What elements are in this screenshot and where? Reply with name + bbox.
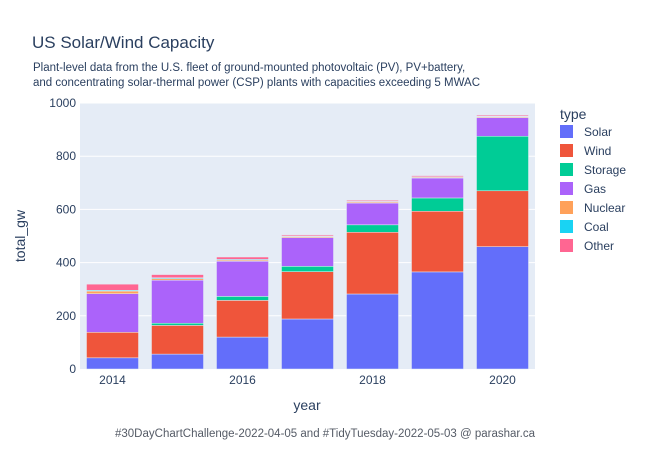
- bar-segment-solar-2017: [281, 318, 334, 370]
- chart-subtitle: Plant-level data from the U.S. fleet of …: [33, 61, 553, 91]
- legend-swatch-wind[interactable]: [560, 144, 573, 157]
- legend-swatch-nuclear[interactable]: [560, 201, 573, 214]
- bar-segment-wind-2017: [281, 271, 334, 320]
- subtitle-line-2: and concentrating solar-thermal power (C…: [33, 77, 480, 89]
- bar-segment-gas-2014: [86, 293, 139, 333]
- subtitle-line-1: Plant-level data from the U.S. fleet of …: [33, 62, 466, 74]
- x-tick-label: 2020: [489, 373, 516, 387]
- legend-label-gas[interactable]: Gas: [584, 182, 606, 196]
- x-tick-label: 2016: [229, 373, 256, 387]
- legend-label-wind[interactable]: Wind: [584, 144, 611, 158]
- bar-segment-other-2016: [216, 256, 269, 260]
- bars: [86, 114, 529, 370]
- x-axis-ticks: 2014 2016 2018 2020: [99, 373, 516, 387]
- chart-title: US Solar/Wind Capacity: [32, 33, 215, 52]
- bar-segment-gas-2016: [216, 261, 269, 297]
- bar-segment-solar-2018: [346, 293, 399, 370]
- y-tick-label: 600: [56, 202, 76, 216]
- bar-segment-solar-2019: [411, 271, 464, 370]
- y-tick-label: 1000: [49, 96, 76, 110]
- bar-segment-other-2014: [86, 283, 139, 291]
- y-tick-label: 400: [56, 256, 76, 270]
- legend-title: type: [560, 106, 587, 122]
- bar-segment-storage-2020: [476, 136, 529, 192]
- legend-swatch-solar[interactable]: [560, 125, 573, 138]
- legend-label-solar[interactable]: Solar: [584, 125, 612, 139]
- y-tick-label: 0: [69, 362, 76, 376]
- bar-segment-other-2019: [411, 175, 464, 177]
- bar-segment-solar-2015: [151, 353, 204, 370]
- bar-segment-gas-2019: [411, 177, 464, 199]
- bar-segment-storage-2018: [346, 224, 399, 233]
- bar-segment-storage-2019: [411, 197, 464, 212]
- y-axis-title: total_gw: [12, 209, 28, 262]
- bar-segment-storage-2017: [281, 266, 334, 272]
- bar-segment-gas-2020: [476, 117, 529, 137]
- y-tick-label: 200: [56, 309, 76, 323]
- bar-segment-other-2018: [346, 200, 399, 202]
- bar-segment-other-2020: [476, 114, 529, 117]
- x-tick-label: 2018: [359, 373, 386, 387]
- bar-segment-solar-2014: [86, 357, 139, 370]
- bar-segment-solar-2020: [476, 246, 529, 370]
- y-tick-label: 800: [56, 149, 76, 163]
- bar-segment-other-2015: [151, 274, 204, 279]
- legend-label-coal[interactable]: Coal: [584, 220, 609, 234]
- bar-segment-nuclear-2014: [86, 290, 139, 294]
- legend-swatch-gas[interactable]: [560, 182, 573, 195]
- legend[interactable]: type Solar Wind Storage Gas Nuclear Coal Other: [560, 106, 626, 253]
- bar-segment-storage-2016: [216, 296, 269, 301]
- chart-footer: #30DayChartChallenge-2022-04-05 and #Tid…: [115, 428, 535, 440]
- bar-segment-wind-2014: [86, 332, 139, 359]
- bar-segment-wind-2018: [346, 232, 399, 295]
- bar-segment-wind-2020: [476, 190, 529, 247]
- y-axis-ticks: 0 200 400 600 800 1000: [49, 96, 76, 376]
- x-tick-label: 2014: [99, 373, 126, 387]
- bar-segment-gas-2015: [151, 279, 204, 324]
- bar-segment-wind-2015: [151, 325, 204, 355]
- bar-segment-gas-2018: [346, 202, 399, 226]
- legend-swatch-storage[interactable]: [560, 163, 573, 176]
- bar-segment-solar-2016: [216, 336, 269, 370]
- bar-segment-storage-2015: [151, 322, 204, 326]
- bar-segment-gas-2017: [281, 237, 334, 267]
- legend-label-other[interactable]: Other: [584, 239, 614, 253]
- bar-segment-wind-2019: [411, 211, 464, 273]
- legend-label-nuclear[interactable]: Nuclear: [584, 201, 625, 215]
- legend-swatch-coal[interactable]: [560, 220, 573, 233]
- legend-swatch-other[interactable]: [560, 239, 573, 252]
- bar-segment-other-2017: [281, 234, 334, 237]
- legend-label-storage[interactable]: Storage: [584, 163, 626, 177]
- x-axis-title: year: [293, 397, 321, 413]
- bar-segment-wind-2016: [216, 300, 269, 338]
